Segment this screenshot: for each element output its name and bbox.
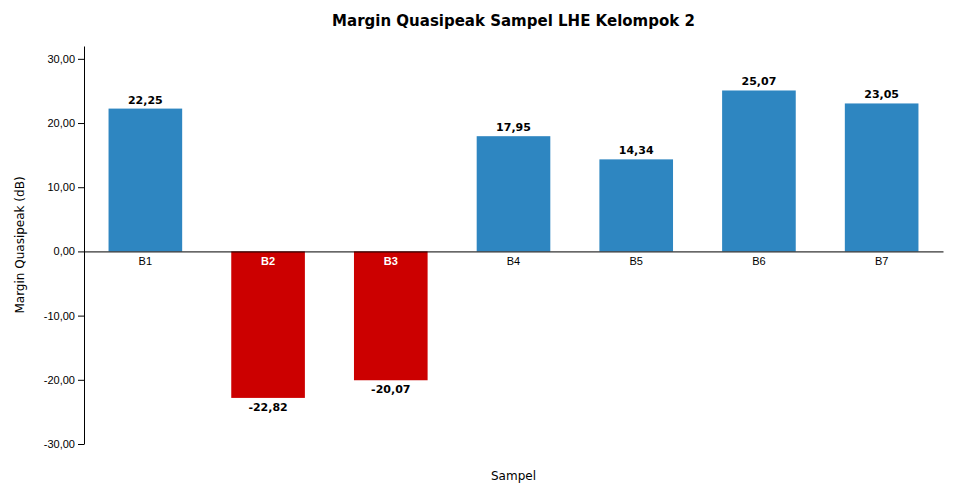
x-tick: B5 — [629, 255, 642, 267]
y-tick-mark — [78, 187, 84, 188]
y-tick: 30,00 — [47, 53, 84, 65]
y-tick: -30,00 — [44, 438, 84, 450]
y-tick-label: 30,00 — [47, 53, 75, 65]
chart: -30,00-20,00-10,000,0010,0020,0030,00B1B… — [0, 0, 967, 494]
x-tick-label: B4 — [507, 255, 520, 267]
x-tick: B4 — [507, 255, 520, 267]
title: Margin Quasipeak Sampel LHE Kelompok 2 — [332, 12, 695, 30]
y-tick-mark — [78, 123, 84, 124]
x-tick: B1 — [139, 255, 152, 267]
bars — [109, 90, 919, 397]
y-tick-label: 10,00 — [47, 181, 75, 193]
bar — [231, 251, 305, 397]
x-axis-title: Sampel — [491, 469, 536, 483]
x-tick-label: B1 — [139, 255, 152, 267]
y-tick-mark — [78, 316, 84, 317]
y-tick-label: -30,00 — [44, 438, 75, 450]
x-tick: B7 — [875, 255, 888, 267]
y-tick: 20,00 — [47, 117, 84, 129]
axis-line — [84, 47, 85, 445]
data-label: 14,34 — [619, 144, 654, 157]
zero-line — [85, 251, 944, 252]
x-tick-label: B3 — [384, 255, 398, 267]
y-tick-label: 0,00 — [54, 245, 75, 257]
x-tick: B6 — [752, 255, 765, 267]
bar — [109, 109, 183, 252]
x-tick-label: B7 — [875, 255, 888, 267]
bar — [354, 251, 428, 380]
y-axis: -30,00 -20,00 -10,00 0,00 10,00 20,00 30,00 — [44, 47, 85, 451]
bar — [599, 159, 673, 251]
data-label: 22,25 — [128, 94, 163, 107]
data-label: -20,07 — [371, 383, 410, 396]
bar — [722, 90, 796, 251]
data-label: -22,82 — [248, 401, 287, 414]
x-tick: B3 — [384, 255, 398, 267]
y-tick-label: 20,00 — [47, 117, 75, 129]
y-tick-mark — [78, 251, 84, 252]
x-axis: B1 B2 B3 B4 B5 B6 B7 — [85, 252, 944, 267]
x-tick-label: B2 — [261, 255, 275, 267]
data-label: 25,07 — [742, 75, 777, 88]
x-tick-label: B6 — [752, 255, 765, 267]
bar — [477, 136, 551, 251]
x-tick-label: B5 — [629, 255, 642, 267]
data-label: 17,95 — [496, 121, 531, 134]
y-tick-mark — [78, 59, 84, 60]
y-tick-label: -20,00 — [44, 374, 75, 386]
y-axis-title: Margin Quasipeak (dB) — [13, 176, 27, 313]
y-tick-label: -10,00 — [44, 310, 75, 322]
y-tick: 10,00 — [47, 181, 84, 193]
y-tick: -20,00 — [44, 374, 84, 386]
y-tick: -10,00 — [44, 310, 84, 322]
y-tick-mark — [78, 380, 84, 381]
data-labels: 22,25 -22,82 -20,07 17,95 14,34 25,07 23,05 — [128, 75, 899, 413]
y-tick-mark — [78, 444, 84, 445]
y-tick: 0,00 — [54, 245, 84, 257]
data-label: 23,05 — [864, 88, 899, 101]
bar — [845, 103, 919, 251]
x-tick: B2 — [261, 255, 275, 267]
